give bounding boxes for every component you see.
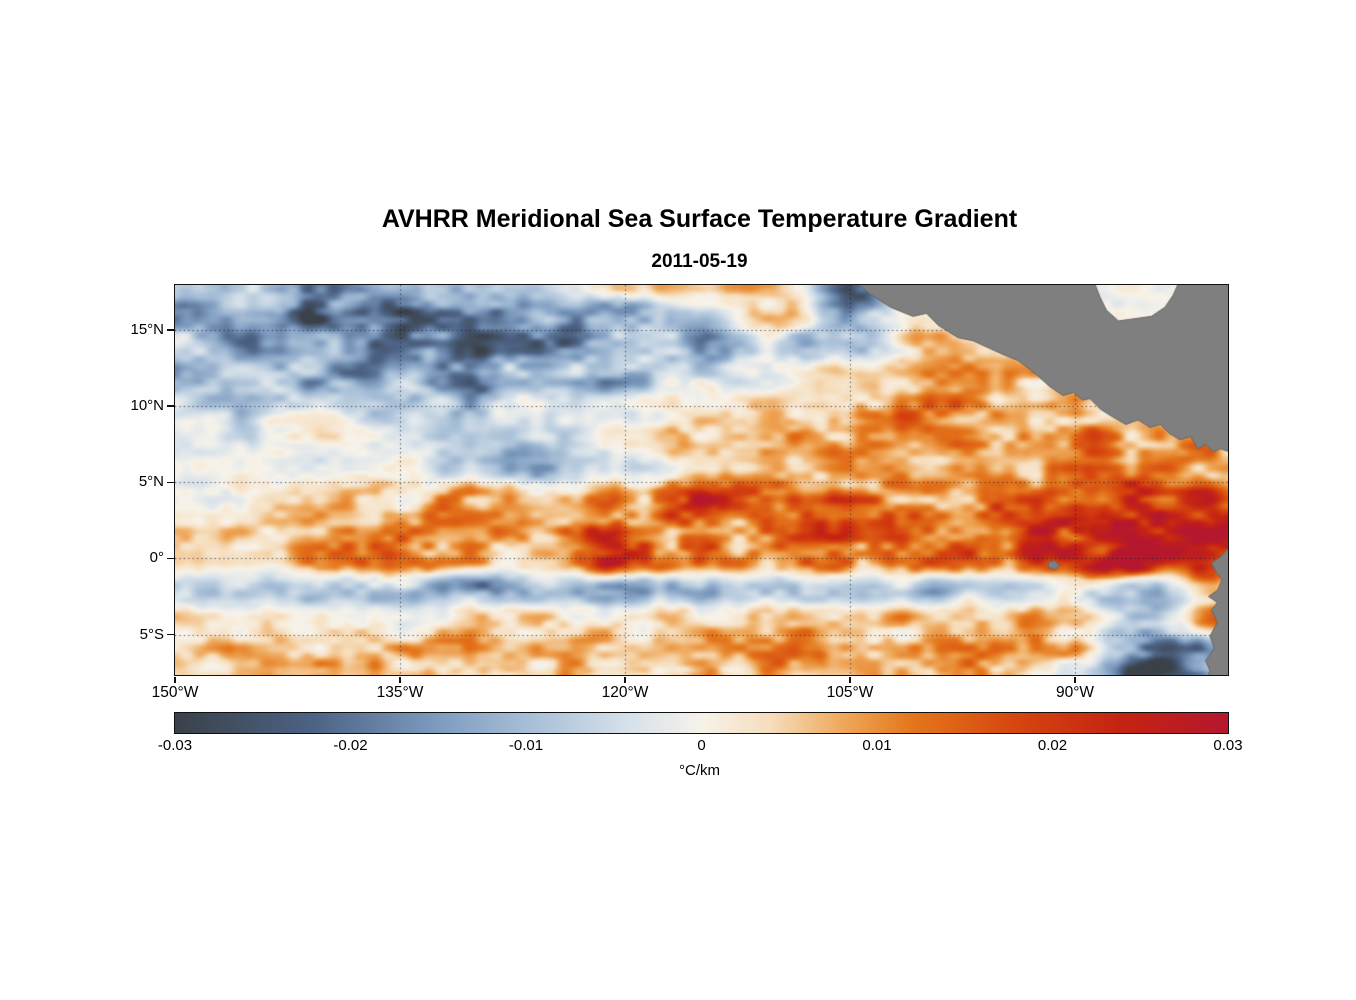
x-axis-tick-mark: [1074, 676, 1076, 683]
colorbar-gradient: [174, 712, 1228, 733]
colorbar-tick-label: 0.03: [1213, 737, 1243, 754]
y-axis-tick-label: 0°: [149, 549, 164, 567]
colorbar-tick-label: -0.01: [508, 737, 544, 754]
figure-subtitle: 2011-05-19: [651, 251, 748, 272]
colorbar-tick-label: -0.02: [333, 737, 368, 754]
y-axis-tick-label: 15°N: [130, 321, 164, 339]
y-axis-tick-label: 5°S: [139, 625, 164, 643]
x-axis-tick-mark: [624, 676, 626, 683]
colorbar-unit-label: °C/km: [679, 762, 720, 779]
y-axis-tick-label: 5°N: [138, 473, 164, 491]
figure-title: AVHRR Meridional Sea Surface Temperature…: [381, 205, 1018, 233]
colorbar-tick-label: 0.01: [862, 737, 892, 754]
y-axis-tick-mark: [166, 405, 174, 407]
x-axis-tick-mark: [174, 676, 176, 683]
map-plot-area: [173, 283, 1229, 676]
x-axis-tick-label: 150°W: [151, 684, 199, 701]
colorbar-tick-label: 0: [697, 737, 706, 754]
y-axis-tick-mark: [166, 633, 174, 636]
x-axis-tick-mark: [399, 676, 401, 683]
colorbar-tick-label: -0.03: [157, 737, 193, 754]
y-axis-tick-mark: [166, 481, 174, 484]
y-axis-tick-mark: [166, 329, 174, 331]
x-axis-tick-label: 135°W: [376, 684, 424, 701]
x-axis-tick-mark: [849, 676, 851, 683]
colorbar: [173, 711, 1229, 734]
x-axis-tick-label: 90°W: [1055, 684, 1095, 701]
y-axis-tick-mark: [166, 557, 174, 560]
y-axis-tick-label: 10°N: [130, 397, 164, 415]
x-axis-tick-label: 105°W: [826, 684, 874, 701]
colorbar-tick-label: 0.02: [1037, 737, 1068, 754]
x-axis-tick-label: 120°W: [601, 684, 649, 701]
sst-gradient-heatmap: [174, 284, 1228, 675]
